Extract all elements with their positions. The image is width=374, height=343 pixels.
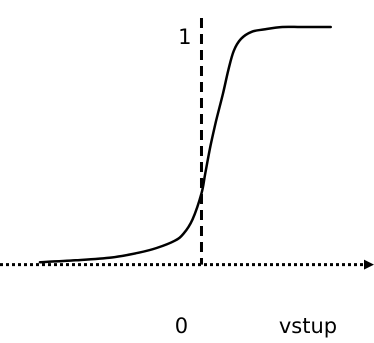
sigmoid-curve bbox=[38, 25, 332, 264]
x-axis-label: vstup bbox=[279, 314, 337, 338]
y-tick-label-1: 1 bbox=[178, 25, 191, 49]
x-tick-label-0: 0 bbox=[175, 314, 188, 338]
